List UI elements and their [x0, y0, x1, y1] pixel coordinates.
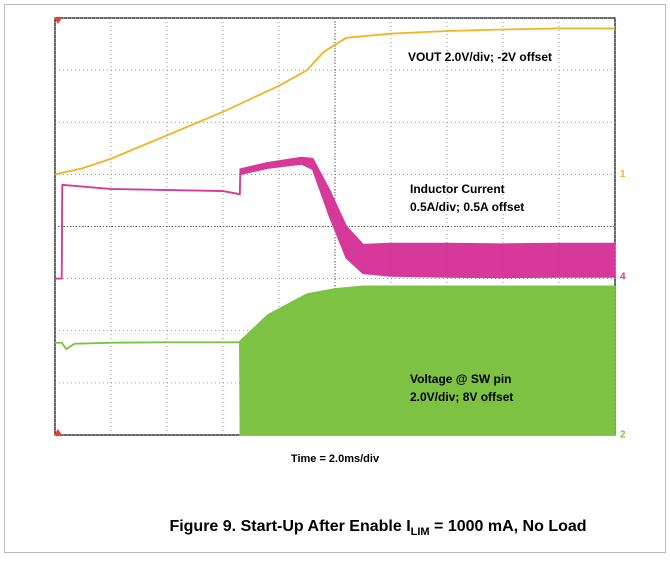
trace [55, 156, 615, 280]
switching-band [502, 243, 560, 278]
trace-label: Voltage @ SW pin [410, 372, 511, 386]
labels: 1 4 2 VOUT 2.0V/div; -2V offset Inductor Cur… [408, 50, 626, 440]
traces [54, 27, 616, 436]
switching-band [362, 243, 392, 277]
caption: Figure 9. Start-Up After Enable ILIM = 1… [169, 518, 586, 538]
trace-label: VOUT 2.0V/div; -2V offset [408, 50, 552, 64]
channel-marker: 2 [620, 430, 626, 441]
ground-marker [54, 429, 62, 435]
frame [4, 4, 666, 553]
caption-prefix: Figure 9. Start-Up After Enable I [169, 518, 410, 535]
caption-sub: LIM [411, 526, 430, 538]
trace [54, 27, 615, 176]
switching-band [362, 286, 448, 436]
trigger-marker [54, 18, 62, 24]
channel-marker: 4 [620, 272, 626, 283]
switching-band [446, 243, 504, 278]
trace-label: 2.0V/div; 8V offset [410, 390, 513, 404]
switching-band [306, 288, 336, 436]
switching-band [334, 286, 364, 436]
switching-band [446, 286, 616, 436]
trace [55, 285, 615, 351]
switching-band [558, 243, 616, 278]
caption-suffix: = 1000 mA, No Load [430, 518, 587, 535]
switching-band [267, 293, 308, 436]
trace-label: 0.5A/div; 0.5A offset [410, 200, 524, 214]
trace-label: Inductor Current [410, 182, 505, 196]
switching-band [390, 243, 448, 278]
x-axis-label: Time = 2.0ms/div [291, 453, 380, 465]
channel-marker: 1 [620, 169, 626, 180]
